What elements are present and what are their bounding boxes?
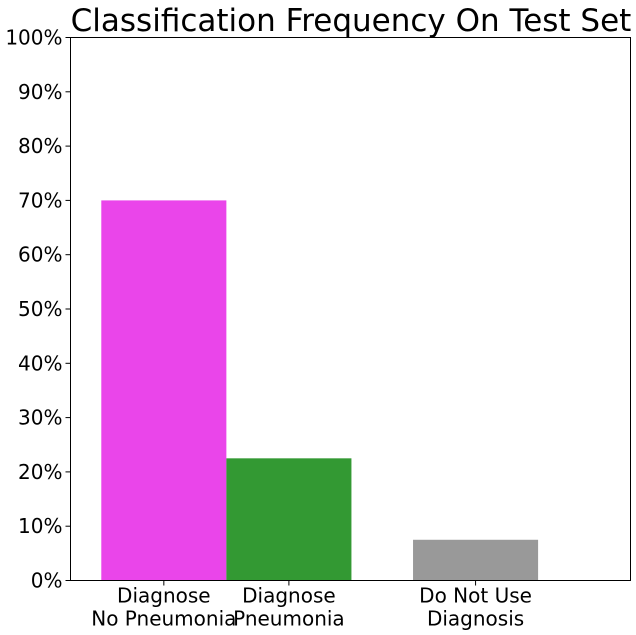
y-tick-label-9: 90% <box>18 80 62 104</box>
x-tick-label-0-line-1: No Pneumonia <box>91 607 236 631</box>
x-tick-label-2-line-1: Diagnosis <box>427 607 524 631</box>
x-tick-label-2-line-0: Do Not Use <box>419 584 532 608</box>
plot-frame <box>70 37 631 581</box>
bar-1 <box>226 458 352 581</box>
y-tick-label-6: 60% <box>18 243 62 267</box>
chart-title: Classification Frequency On Test Set <box>71 3 632 39</box>
y-axis-ticks: 0% 10% 20% 30% 40% 50% 60% 70% 80% 90% 100% <box>5 26 71 593</box>
bar-2 <box>413 539 539 581</box>
y-tick-label-0: 0% <box>31 569 63 593</box>
x-tick-label-0-line-0: Diagnose <box>117 584 211 608</box>
y-tick-label-2: 20% <box>18 460 62 484</box>
bar-0 <box>101 200 227 581</box>
x-tick-label-1: Diagnose Pneumonia <box>233 584 345 631</box>
x-tick-label-1-line-0: Diagnose <box>242 584 336 608</box>
y-tick-label-10: 100% <box>5 26 62 50</box>
x-tick-label-2: Do Not Use Diagnosis <box>419 584 532 631</box>
y-tick-label-1: 10% <box>18 514 62 538</box>
x-tick-label-0: Diagnose No Pneumonia <box>91 584 236 631</box>
y-tick-label-7: 70% <box>18 188 62 212</box>
bars-group <box>101 200 539 581</box>
x-tick-label-1-line-1: Pneumonia <box>233 607 345 631</box>
y-tick-label-5: 50% <box>18 297 62 321</box>
y-tick-label-8: 80% <box>18 134 62 158</box>
y-tick-label-3: 30% <box>18 406 62 430</box>
y-tick-label-4: 40% <box>18 351 62 375</box>
